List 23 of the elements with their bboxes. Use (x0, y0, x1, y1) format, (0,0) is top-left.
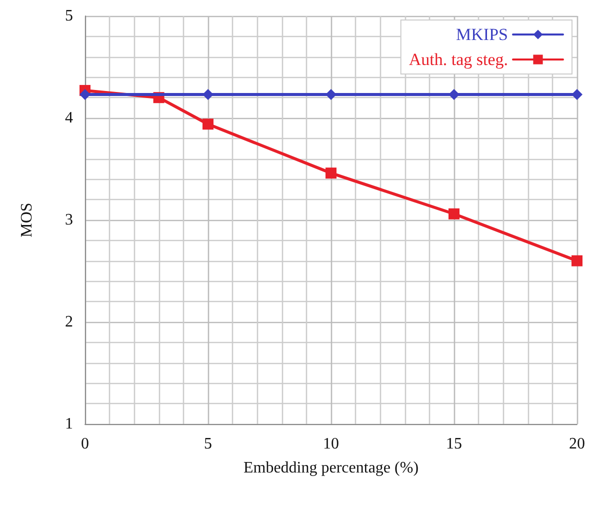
y-tick-label: 4 (65, 110, 73, 126)
point (326, 89, 336, 100)
point (572, 89, 582, 100)
x-tick-label: 0 (81, 436, 89, 452)
point (326, 168, 336, 179)
point (202, 89, 214, 100)
point (572, 255, 582, 266)
point (448, 208, 460, 220)
legend-label: MKIPS (456, 25, 508, 44)
point (448, 89, 460, 100)
legend-label: Auth. tag steg. (408, 50, 508, 69)
x-tick-label: 20 (569, 436, 585, 452)
x-tick-label: 5 (204, 436, 212, 452)
x-tick-label: 10 (323, 436, 339, 452)
x-tick-label: 15 (446, 436, 462, 452)
y-tick-label: 5 (65, 8, 73, 24)
x-axis-title: Embedding percentage (%) (243, 460, 419, 476)
y-tick-label: 2 (65, 314, 73, 330)
y-axis-title: MOS (18, 202, 36, 238)
y-tick-label: 3 (65, 212, 73, 228)
point (80, 89, 90, 100)
point (202, 118, 214, 130)
y-tick-label: 1 (65, 416, 73, 432)
